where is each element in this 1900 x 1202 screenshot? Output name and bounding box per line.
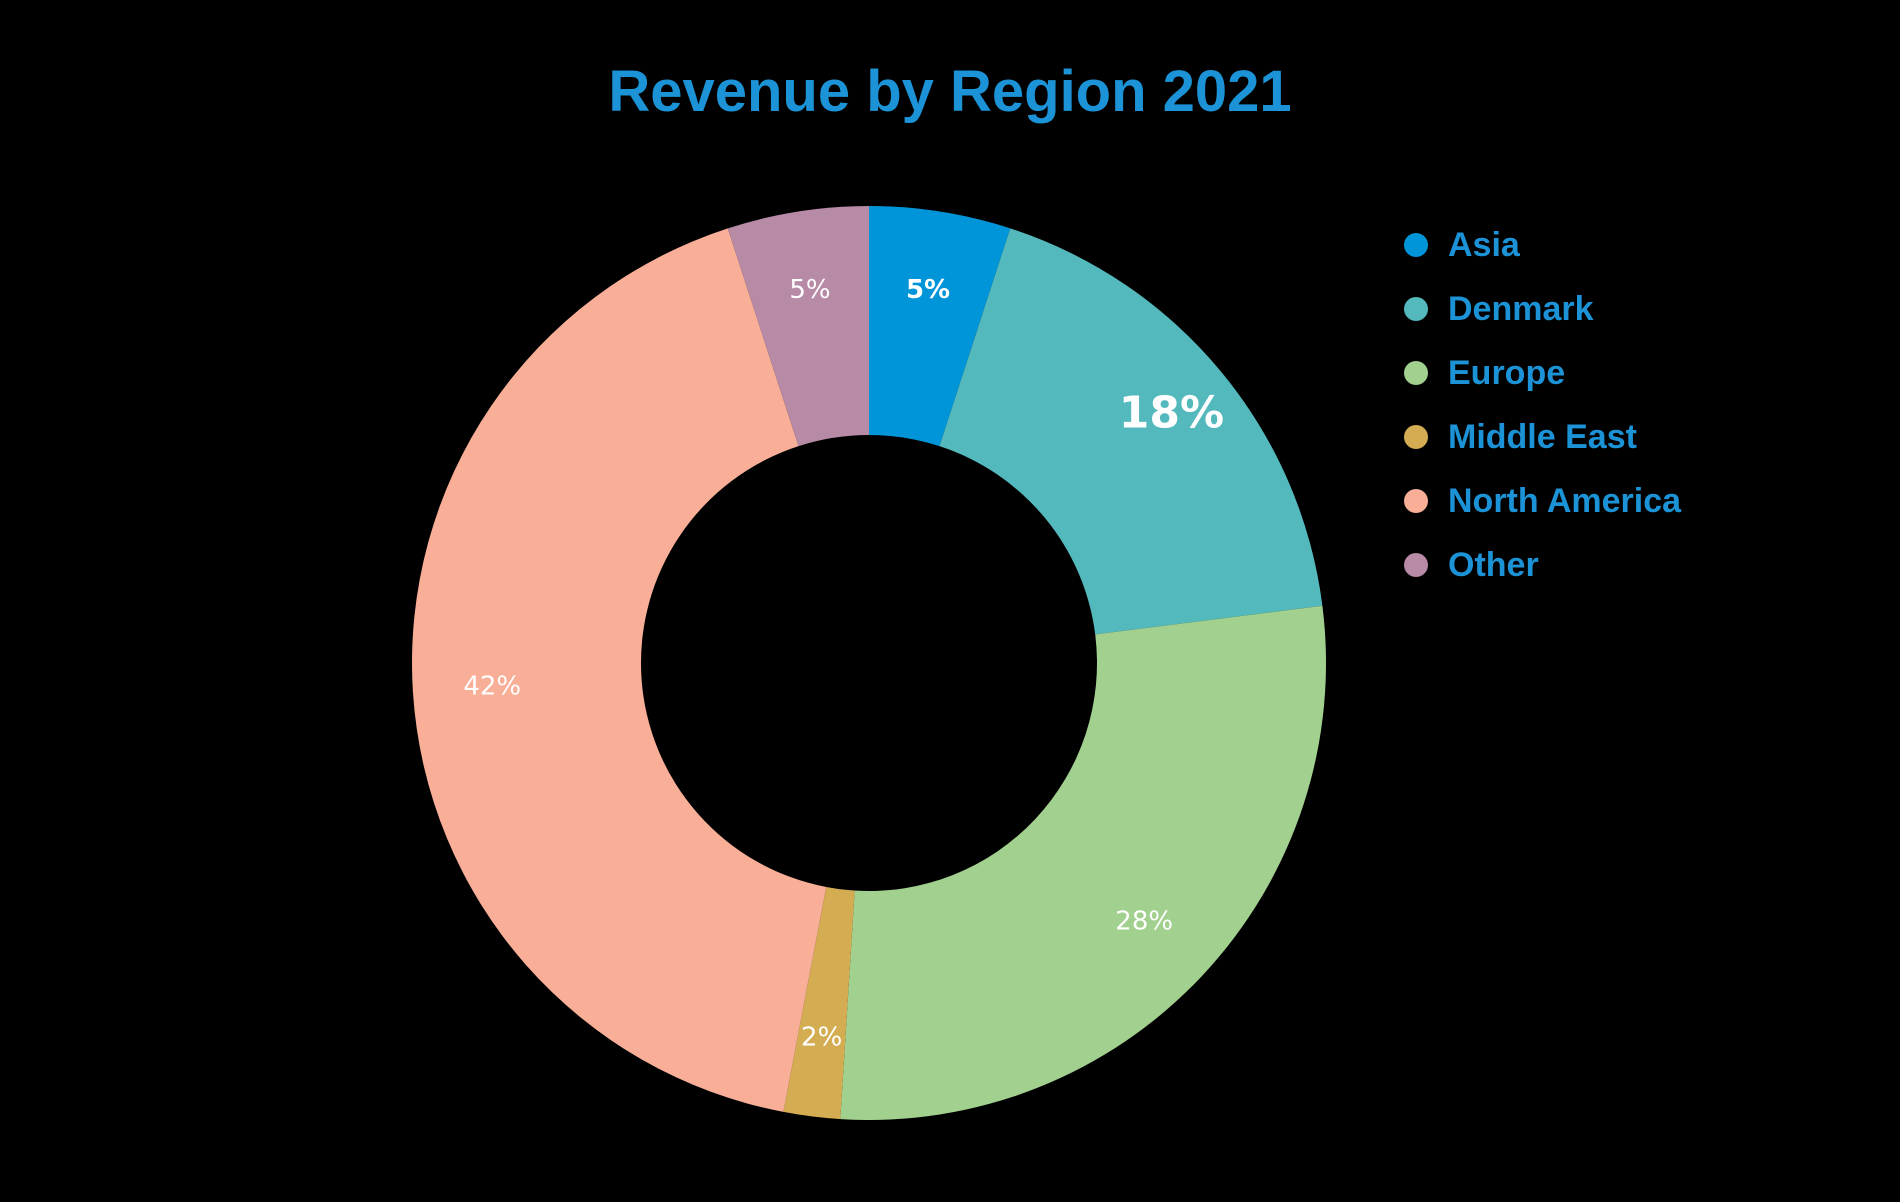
legend-label-other: Other xyxy=(1448,545,1539,584)
slices-group xyxy=(411,206,1326,1120)
slice-middle-east xyxy=(783,886,855,1120)
legend-label-europe: Europe xyxy=(1448,353,1566,392)
slice-label-asia: 5% xyxy=(906,275,950,305)
legend-swatch-denmark xyxy=(1404,297,1428,321)
legend-item-europe: Europe xyxy=(1404,341,1681,405)
slice-north-america xyxy=(411,228,827,1112)
legend-swatch-other xyxy=(1404,553,1428,577)
slice-denmark xyxy=(939,228,1323,635)
legend-swatch-north-america xyxy=(1404,489,1428,513)
chart-legend: Asia Denmark Europe Middle East North Americ… xyxy=(1404,213,1681,597)
slice-label-europe: 28% xyxy=(1115,906,1173,936)
legend-item-middle-east: Middle East xyxy=(1404,405,1681,469)
chart-title: Revenue by Region 2021 xyxy=(608,59,1292,124)
slice-label-denmark: 18% xyxy=(1119,387,1224,438)
legend-item-other: Other xyxy=(1404,533,1681,597)
slice-labels-group: 5% 18% 28% 2% 42% 5% xyxy=(463,275,1224,1052)
legend-swatch-middle-east xyxy=(1404,425,1428,449)
legend-label-middle-east: Middle East xyxy=(1448,417,1637,456)
slice-europe xyxy=(840,605,1326,1120)
legend-swatch-europe xyxy=(1404,361,1428,385)
legend-item-denmark: Denmark xyxy=(1404,277,1681,341)
legend-label-north-america: North America xyxy=(1448,481,1682,520)
legend-label-asia: Asia xyxy=(1448,225,1520,264)
legend-item-north-america: North America xyxy=(1404,469,1681,533)
legend-swatch-asia xyxy=(1404,233,1428,257)
slice-label-other: 5% xyxy=(789,275,830,305)
legend-item-asia: Asia xyxy=(1404,213,1681,277)
slice-other xyxy=(727,206,869,447)
slice-label-north-america: 42% xyxy=(463,672,521,702)
slice-label-middle-east: 2% xyxy=(801,1023,842,1053)
slice-asia xyxy=(869,206,1011,447)
legend-label-denmark: Denmark xyxy=(1448,289,1594,328)
